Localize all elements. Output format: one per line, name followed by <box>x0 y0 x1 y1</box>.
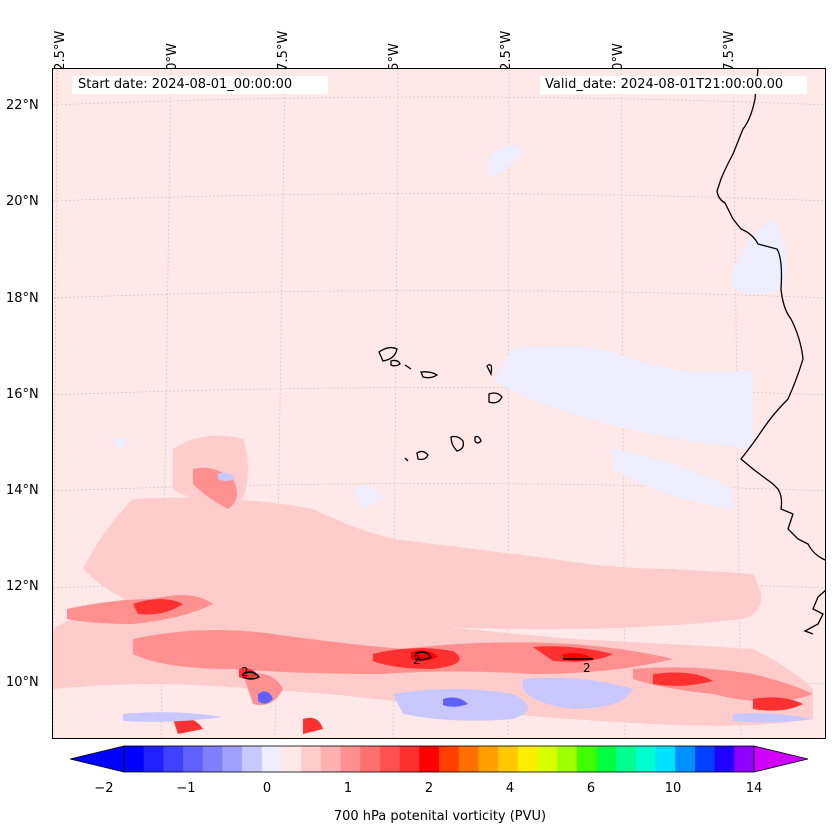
cb-tick-0: 0 <box>262 781 272 796</box>
colorbar-cell <box>242 746 263 772</box>
colorbar-cell <box>635 746 657 772</box>
colorbar-cell <box>320 746 342 772</box>
lat-label-22n: 22°N <box>6 98 39 113</box>
colorbar-extend-max <box>753 745 809 773</box>
africa-coastline-south <box>803 589 825 635</box>
colorbar-cell <box>379 746 401 772</box>
cb-tick-14: 14 <box>745 781 763 796</box>
lat-label-18n: 18°N <box>6 291 39 306</box>
colorbar-cell <box>183 746 204 772</box>
colorbar-cell <box>399 746 420 772</box>
colorbar-extend-min <box>70 745 125 773</box>
colorbar-cell <box>498 746 519 772</box>
colorbar-cell <box>222 746 243 772</box>
colorbar-cell <box>163 746 184 772</box>
colorbar-cell <box>675 746 696 772</box>
africa-coastline <box>716 69 825 561</box>
colorbar-cell <box>143 746 164 772</box>
colorbar-cell <box>655 746 676 772</box>
contour-label-2: 2 <box>413 653 421 667</box>
cb-tick-4: 4 <box>505 781 515 796</box>
colorbar-cell <box>202 746 223 772</box>
contour-label-1: 2 <box>241 665 249 679</box>
lat-label-10n: 10°N <box>6 675 39 690</box>
colorbar-cell <box>360 746 381 772</box>
colorbar <box>70 745 809 773</box>
colorbar-label: 700 hPa potenital vorticity (PVU) <box>333 809 547 824</box>
pv-2-contour <box>242 651 593 680</box>
colorbar-cell <box>340 746 361 772</box>
start-date-label: Start date: 2024-08-01_00:00:00 <box>72 76 328 94</box>
weak-negative-pv-regions <box>113 145 787 509</box>
lat-label-12n: 12°N <box>6 579 39 594</box>
colorbar-cell <box>576 746 597 772</box>
colorbar-cell <box>694 746 716 772</box>
cb-tick-6: 6 <box>586 781 596 796</box>
cb-tick-1: 1 <box>343 781 353 796</box>
colorbar-cell <box>517 746 538 772</box>
map-panel: 2 2 2 <box>52 68 826 739</box>
cb-tick-neg2: −2 <box>94 781 114 796</box>
colorbar-cell <box>596 746 617 772</box>
colorbar-cell <box>124 746 145 772</box>
cape-verde-islands <box>378 346 503 462</box>
cb-tick-2: 2 <box>424 781 434 796</box>
colorbar-cell <box>537 746 558 772</box>
valid-date-label: Valid_date: 2024-08-01T21:00:00.00 <box>540 76 807 94</box>
colorbar-cell <box>281 746 302 772</box>
pv-field-map: 2 2 2 <box>53 69 825 738</box>
cb-tick-10: 10 <box>664 781 682 796</box>
colorbar-cell <box>478 746 499 772</box>
colorbar-cell <box>616 746 637 772</box>
colorbar-cell <box>458 746 479 772</box>
lat-label-16n: 16°N <box>6 387 39 402</box>
colorbar-cell <box>261 746 282 772</box>
colorbar-cell <box>419 746 440 772</box>
cb-tick-neg1: −1 <box>176 781 196 796</box>
lat-label-20n: 20°N <box>6 194 39 209</box>
lat-label-14n: 14°N <box>6 483 39 498</box>
strong-negative-pv <box>258 691 468 707</box>
colorbar-cell <box>439 746 460 772</box>
colorbar-cell <box>714 746 735 772</box>
colorbar-cell <box>734 746 755 772</box>
colorbar-cell <box>301 746 322 772</box>
colorbar-frame <box>123 745 755 773</box>
colorbar-cell <box>557 746 578 772</box>
contour-label-3: 2 <box>583 661 591 675</box>
